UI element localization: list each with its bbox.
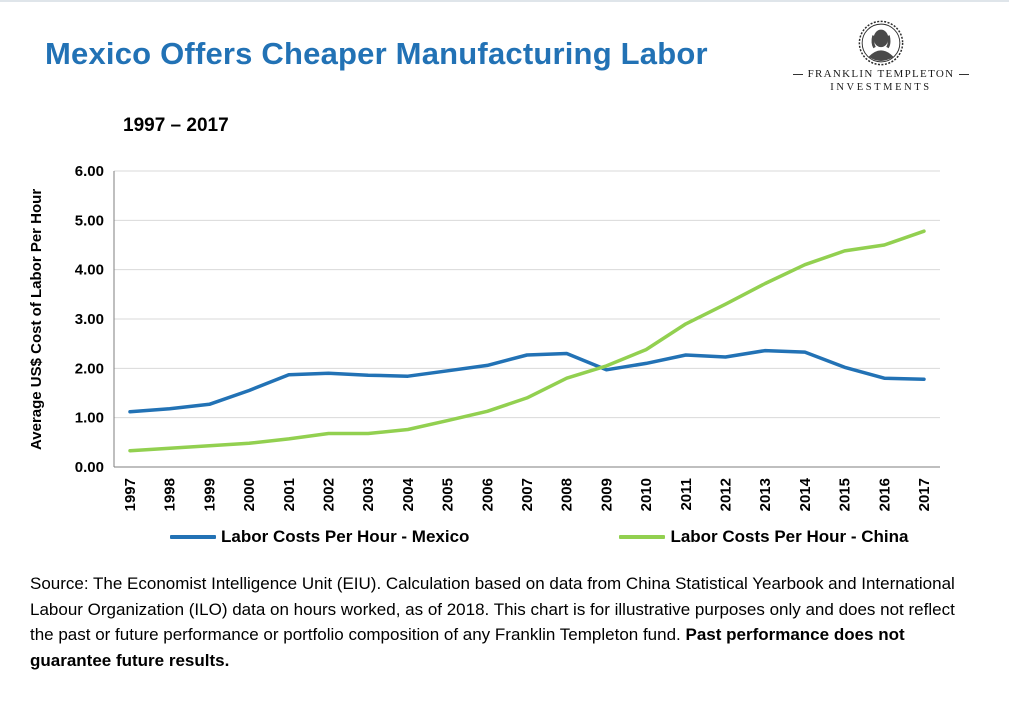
svg-text:2000: 2000 xyxy=(241,478,258,511)
svg-text:2008: 2008 xyxy=(559,478,576,511)
page-title: Mexico Offers Cheaper Manufacturing Labo… xyxy=(45,36,708,71)
franklin-portrait-icon xyxy=(858,20,904,66)
chart-legend: Labor Costs Per Hour - Mexico Labor Cost… xyxy=(170,527,1009,547)
svg-text:2004: 2004 xyxy=(400,477,417,511)
svg-text:2001: 2001 xyxy=(281,478,298,511)
svg-text:1997: 1997 xyxy=(122,478,139,511)
svg-text:1998: 1998 xyxy=(162,478,179,511)
svg-text:2011: 2011 xyxy=(678,478,695,511)
source-note: Source: The Economist Intelligence Unit … xyxy=(30,571,967,673)
logo-text-line2: INVESTMENTS xyxy=(830,82,932,93)
svg-text:2009: 2009 xyxy=(598,478,615,511)
svg-text:2002: 2002 xyxy=(321,478,338,511)
svg-text:1999: 1999 xyxy=(201,478,218,511)
svg-text:3.00: 3.00 xyxy=(75,311,104,328)
svg-text:2012: 2012 xyxy=(718,478,735,511)
svg-text:2010: 2010 xyxy=(638,478,655,511)
svg-text:2014: 2014 xyxy=(797,477,814,511)
svg-text:6.00: 6.00 xyxy=(75,163,104,180)
svg-text:2016: 2016 xyxy=(876,478,893,511)
logo-text-line1: FRANKLIN TEMPLETON xyxy=(791,68,971,80)
y-axis-label: Average US$ Cost of Labor Per Hour xyxy=(28,188,45,450)
svg-text:2007: 2007 xyxy=(519,478,536,511)
disclaimer-bold-text: Past performance does not guarantee futu… xyxy=(30,625,905,670)
logo-right-rule xyxy=(959,73,970,75)
svg-text:2.00: 2.00 xyxy=(75,360,104,377)
svg-text:0.00: 0.00 xyxy=(75,459,104,476)
source-text: Source: The Economist Intelligence Unit … xyxy=(30,574,955,644)
china-line-swatch xyxy=(619,535,666,539)
legend-label-mexico: Labor Costs Per Hour - Mexico xyxy=(221,527,470,546)
legend-item-mexico: Labor Costs Per Hour - Mexico xyxy=(170,527,469,547)
svg-text:2015: 2015 xyxy=(837,478,854,511)
mexico-line-swatch xyxy=(170,535,216,539)
legend-label-china: Labor Costs Per Hour - China xyxy=(670,527,909,546)
logo-left-rule xyxy=(792,73,803,75)
logo-company-name: FRANKLIN TEMPLETON xyxy=(807,68,955,80)
svg-text:2017: 2017 xyxy=(916,478,933,511)
franklin-templeton-logo: FRANKLIN TEMPLETON INVESTMENTS xyxy=(791,20,971,93)
svg-text:5.00: 5.00 xyxy=(75,212,104,229)
chart-subtitle: 1997 – 2017 xyxy=(123,115,229,136)
legend-item-china: Labor Costs Per Hour - China xyxy=(619,527,908,547)
svg-text:2013: 2013 xyxy=(757,478,774,511)
svg-text:4.00: 4.00 xyxy=(75,262,104,279)
chart-plot-area: 0.00 1.00 2.00 3.00 4.00 5.00 6.00 1997 1998 1999… xyxy=(75,163,940,511)
svg-text:1.00: 1.00 xyxy=(75,410,104,427)
line-chart: Average US$ Cost of Labor Per Hour 0.00 1… xyxy=(0,151,1009,523)
svg-text:2005: 2005 xyxy=(440,478,457,511)
header: Mexico Offers Cheaper Manufacturing Labo… xyxy=(0,2,1009,93)
svg-text:2006: 2006 xyxy=(479,478,496,511)
svg-text:2003: 2003 xyxy=(360,478,377,511)
